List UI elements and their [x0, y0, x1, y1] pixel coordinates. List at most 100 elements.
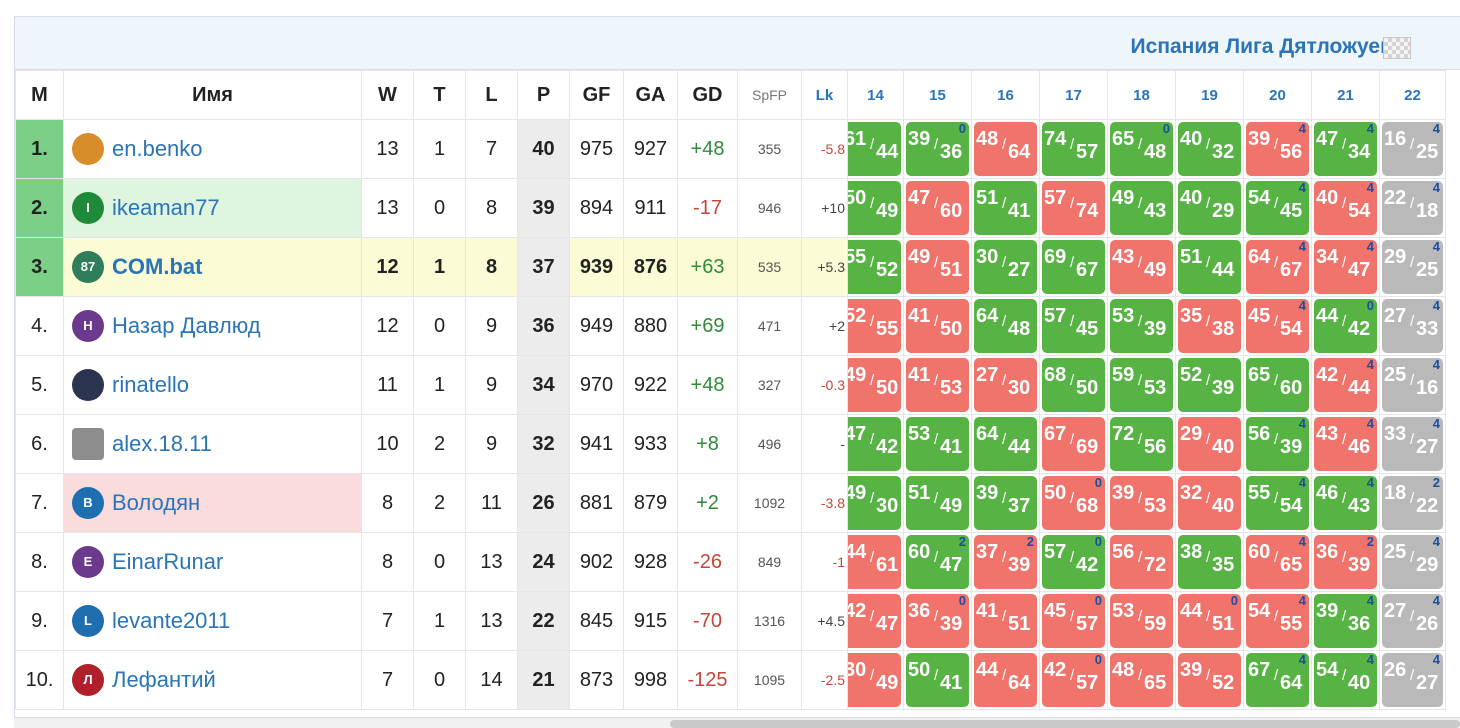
- col-header-round-15[interactable]: 15: [903, 70, 972, 120]
- win-chip[interactable]: 60/47 2: [906, 535, 969, 589]
- win-chip[interactable]: 53/39: [1110, 299, 1173, 353]
- win-chip[interactable]: 40/32: [1178, 122, 1241, 176]
- loss-chip[interactable]: 45/54 4: [1246, 299, 1309, 353]
- match-result-cell[interactable]: 34/47 4: [1311, 237, 1380, 297]
- match-result-cell[interactable]: 65/60: [1243, 355, 1312, 415]
- win-chip[interactable]: 57/45: [1042, 299, 1105, 353]
- match-result-cell[interactable]: 48/65: [1107, 650, 1176, 710]
- col-header-pos[interactable]: M: [15, 70, 64, 120]
- match-result-cell[interactable]: 53/59: [1107, 591, 1176, 651]
- match-result-cell[interactable]: 40/54 4: [1311, 178, 1380, 238]
- pending-chip[interactable]: 25/29 4: [1382, 535, 1443, 589]
- match-result-cell[interactable]: 65/48 0: [1107, 119, 1176, 179]
- match-result-cell[interactable]: 57/74: [1039, 178, 1108, 238]
- loss-chip[interactable]: 57/74: [1042, 181, 1105, 235]
- col-header-round-22[interactable]: 22: [1379, 70, 1446, 120]
- win-chip[interactable]: 68/50: [1042, 358, 1105, 412]
- win-chip[interactable]: 69/67: [1042, 240, 1105, 294]
- match-result-cell[interactable]: 55/52: [847, 237, 904, 297]
- match-result-cell[interactable]: 52/39: [1175, 355, 1244, 415]
- match-result-cell[interactable]: 42/47: [847, 591, 904, 651]
- loss-chip[interactable]: 43/49: [1110, 240, 1173, 294]
- match-result-cell[interactable]: 49/51: [903, 237, 972, 297]
- match-result-cell[interactable]: 68/50: [1039, 355, 1108, 415]
- match-result-cell[interactable]: 16/25 4: [1379, 119, 1446, 179]
- col-header-round-21[interactable]: 21: [1311, 70, 1380, 120]
- col-header-round-18[interactable]: 18: [1107, 70, 1176, 120]
- match-result-cell[interactable]: 53/41: [903, 414, 972, 474]
- col-header-round-17[interactable]: 17: [1039, 70, 1108, 120]
- loss-chip[interactable]: 52/55: [848, 299, 901, 353]
- loss-chip[interactable]: 48/64: [974, 122, 1037, 176]
- win-chip[interactable]: 59/53: [1110, 358, 1173, 412]
- match-result-cell[interactable]: 42/57 0: [1039, 650, 1108, 710]
- win-chip[interactable]: 50/49: [848, 181, 901, 235]
- col-header-gf[interactable]: GF: [569, 70, 624, 120]
- loss-chip[interactable]: 53/59: [1110, 594, 1173, 648]
- manager-name-link[interactable]: Володян: [112, 490, 201, 515]
- col-header-round-20[interactable]: 20: [1243, 70, 1312, 120]
- loss-chip[interactable]: 48/65: [1110, 653, 1173, 707]
- loss-chip[interactable]: 44/51 0: [1178, 594, 1241, 648]
- win-chip[interactable]: 44/42 0: [1314, 299, 1377, 353]
- match-result-cell[interactable]: 32/40: [1175, 473, 1244, 533]
- pending-chip[interactable]: 26/27 4: [1382, 653, 1443, 707]
- win-chip[interactable]: 30/27: [974, 240, 1037, 294]
- match-result-cell[interactable]: 44/51 0: [1175, 591, 1244, 651]
- match-result-cell[interactable]: 60/65 4: [1243, 532, 1312, 592]
- loss-chip[interactable]: 36/39 0: [906, 594, 969, 648]
- match-result-cell[interactable]: 64/48: [971, 296, 1040, 356]
- pending-chip[interactable]: 16/25 4: [1382, 122, 1443, 176]
- win-chip[interactable]: 39/36 0: [906, 122, 969, 176]
- match-result-cell[interactable]: 49/30: [847, 473, 904, 533]
- loss-chip[interactable]: 37/39 2: [974, 535, 1037, 589]
- loss-chip[interactable]: 41/50: [906, 299, 969, 353]
- manager-name-link[interactable]: ikeaman77: [112, 195, 220, 220]
- win-chip[interactable]: 40/29: [1178, 181, 1241, 235]
- match-result-cell[interactable]: 54/40 4: [1311, 650, 1380, 710]
- match-result-cell[interactable]: 53/39: [1107, 296, 1176, 356]
- loss-chip[interactable]: 39/56 4: [1246, 122, 1309, 176]
- match-result-cell[interactable]: 27/26 4: [1379, 591, 1446, 651]
- col-header-w[interactable]: W: [361, 70, 414, 120]
- match-result-cell[interactable]: 40/32: [1175, 119, 1244, 179]
- win-chip[interactable]: 74/57: [1042, 122, 1105, 176]
- manager-name-link[interactable]: alex.18.11: [112, 431, 212, 456]
- win-chip[interactable]: 51/49: [906, 476, 969, 530]
- loss-chip[interactable]: 50/68 0: [1042, 476, 1105, 530]
- match-result-cell[interactable]: 47/60: [903, 178, 972, 238]
- match-result-cell[interactable]: 26/27 4: [1379, 650, 1446, 710]
- match-result-cell[interactable]: 51/49: [903, 473, 972, 533]
- match-result-cell[interactable]: 46/43 4: [1311, 473, 1380, 533]
- col-header-name[interactable]: Имя: [63, 70, 362, 120]
- match-result-cell[interactable]: 43/46 4: [1311, 414, 1380, 474]
- win-chip[interactable]: 65/48 0: [1110, 122, 1173, 176]
- match-result-cell[interactable]: 41/53: [903, 355, 972, 415]
- manager-name-link[interactable]: Лефантий: [112, 667, 216, 692]
- match-result-cell[interactable]: 55/54 4: [1243, 473, 1312, 533]
- col-header-round-19[interactable]: 19: [1175, 70, 1244, 120]
- col-header-lk[interactable]: Lk: [801, 70, 848, 120]
- match-result-cell[interactable]: 27/30: [971, 355, 1040, 415]
- match-result-cell[interactable]: 36/39 2: [1311, 532, 1380, 592]
- match-result-cell[interactable]: 39/53: [1107, 473, 1176, 533]
- loss-chip[interactable]: 42/44 4: [1314, 358, 1377, 412]
- pending-chip[interactable]: 27/33 4: [1382, 299, 1443, 353]
- manager-name-link[interactable]: EinarRunar: [112, 549, 224, 574]
- win-chip[interactable]: 67/64 4: [1246, 653, 1309, 707]
- win-chip[interactable]: 38/35: [1178, 535, 1241, 589]
- match-result-cell[interactable]: 39/56 4: [1243, 119, 1312, 179]
- win-chip[interactable]: 39/36 4: [1314, 594, 1377, 648]
- manager-name-link[interactable]: en.benko: [112, 136, 203, 161]
- win-chip[interactable]: 53/41: [906, 417, 969, 471]
- loss-chip[interactable]: 36/39 2: [1314, 535, 1377, 589]
- match-result-cell[interactable]: 60/47 2: [903, 532, 972, 592]
- win-chip[interactable]: 50/41: [906, 653, 969, 707]
- match-result-cell[interactable]: 45/54 4: [1243, 296, 1312, 356]
- match-result-cell[interactable]: 43/49: [1107, 237, 1176, 297]
- match-result-cell[interactable]: 27/33 4: [1379, 296, 1446, 356]
- match-result-cell[interactable]: 41/50: [903, 296, 972, 356]
- horizontal-scrollbar-thumb[interactable]: [670, 720, 1460, 728]
- match-result-cell[interactable]: 38/35: [1175, 532, 1244, 592]
- loss-chip[interactable]: 64/67 4: [1246, 240, 1309, 294]
